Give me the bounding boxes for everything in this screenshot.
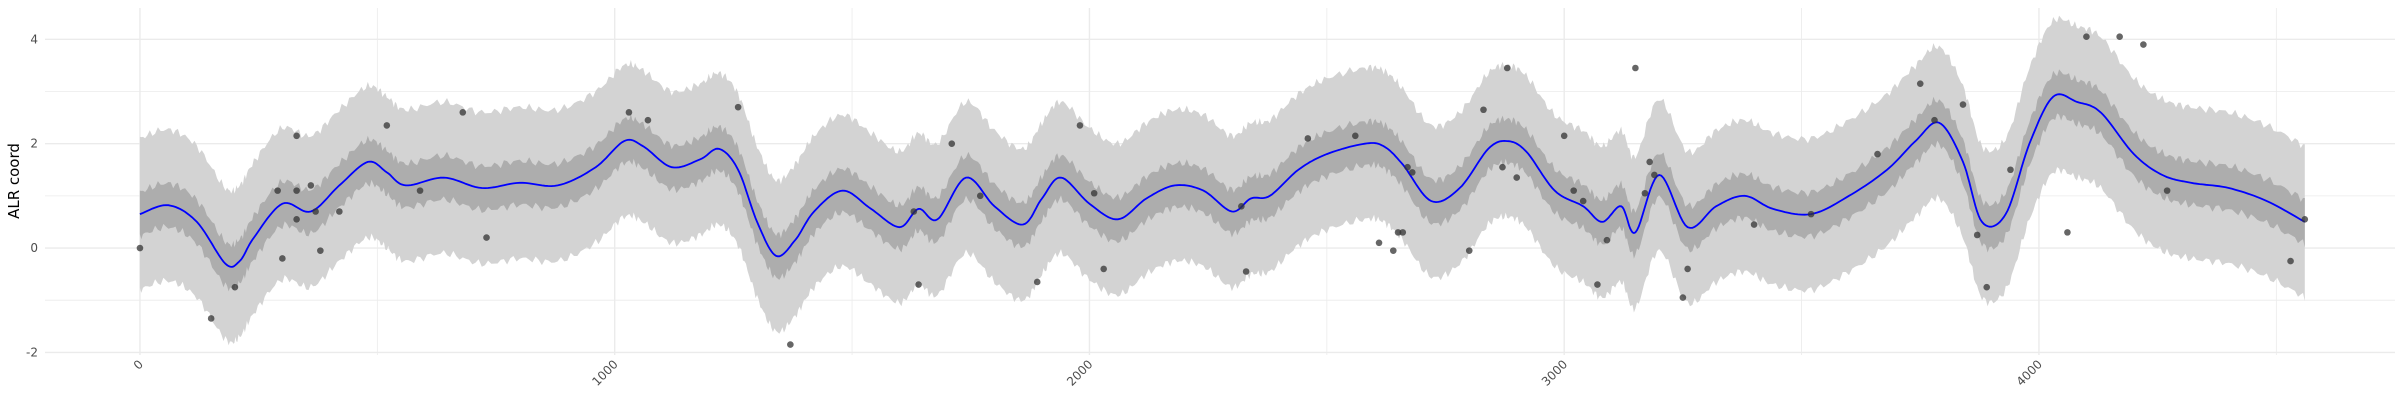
data-point [1560, 132, 1568, 140]
data-point [1931, 116, 1938, 124]
data-point [1807, 210, 1815, 218]
observation-points [136, 33, 2309, 348]
data-point [1076, 122, 1084, 129]
data-point [1404, 163, 1411, 171]
x-tick-label: 2000 [1064, 357, 1095, 388]
data-point [136, 244, 144, 252]
data-point [1916, 80, 1924, 87]
outer-confidence-band [139, 15, 2305, 346]
data-point [1238, 202, 1245, 210]
x-tick-label: 1000 [589, 357, 620, 388]
data-point [1641, 189, 1649, 197]
data-point [1874, 150, 1881, 158]
data-point [1603, 236, 1611, 244]
data-point [293, 216, 300, 223]
data-point [1465, 247, 1473, 254]
data-point [1750, 221, 1758, 228]
data-point [1304, 135, 1312, 142]
data-point [279, 255, 286, 262]
data-point [293, 187, 300, 194]
data-point [1480, 106, 1487, 114]
data-point [1973, 231, 1981, 239]
x-tick-label: 3000 [1539, 357, 1570, 388]
data-point [1684, 265, 1691, 273]
data-point [734, 103, 742, 111]
x-tick-label: 4000 [2014, 357, 2045, 388]
data-point [2116, 33, 2123, 40]
data-point [1646, 158, 1653, 166]
data-point [625, 109, 633, 116]
data-point [1100, 265, 1107, 273]
data-point [2140, 41, 2147, 48]
data-point [915, 281, 922, 288]
data-point [1389, 247, 1397, 254]
data-point [336, 208, 343, 215]
data-point [1651, 171, 1658, 179]
y-tick-label: 4 [30, 32, 38, 46]
data-point [2007, 166, 2014, 174]
data-point [459, 109, 467, 116]
data-point [1679, 294, 1687, 301]
data-point [1408, 169, 1416, 176]
data-point [1375, 239, 1383, 247]
data-point [2301, 216, 2309, 223]
data-point [910, 208, 918, 215]
data-point [383, 122, 391, 129]
data-point [1632, 64, 1639, 72]
data-point [307, 182, 315, 189]
data-point [1394, 229, 1402, 236]
data-point [2163, 187, 2171, 194]
data-point [207, 315, 215, 322]
data-point [1959, 101, 1967, 108]
data-point [1499, 163, 1506, 171]
data-point [317, 247, 324, 254]
data-point [1242, 268, 1250, 275]
data-point [2287, 257, 2294, 265]
data-point [293, 132, 300, 140]
x-axis-tick-labels: 0 1000 2000 3000 4000 [131, 357, 2045, 388]
y-tick-label: 2 [30, 137, 38, 151]
data-point [1399, 229, 1407, 236]
data-point [2064, 229, 2071, 236]
data-point [1570, 187, 1577, 194]
data-point [787, 341, 794, 348]
y-axis-tick-labels: -2 0 2 4 [26, 32, 38, 359]
data-point [1090, 189, 1098, 197]
data-point [231, 283, 239, 291]
data-point [1033, 278, 1041, 286]
data-point [1983, 283, 1991, 291]
data-point [1503, 64, 1511, 72]
y-tick-label: 0 [30, 241, 38, 255]
y-tick-label: -2 [26, 345, 38, 359]
x-tick-label: 0 [131, 357, 146, 372]
data-point [948, 140, 956, 147]
data-point [483, 234, 490, 241]
data-point [1513, 174, 1521, 181]
data-point [312, 208, 319, 215]
data-point [274, 187, 281, 194]
data-point [644, 116, 652, 124]
data-point [976, 192, 984, 200]
data-point [2083, 33, 2090, 40]
data-point [416, 187, 424, 194]
y-axis-title: ALR coord [5, 143, 23, 219]
data-point [1352, 132, 1359, 140]
data-point [1579, 197, 1587, 205]
fitted-line [139, 93, 2306, 268]
data-point [1594, 281, 1601, 288]
